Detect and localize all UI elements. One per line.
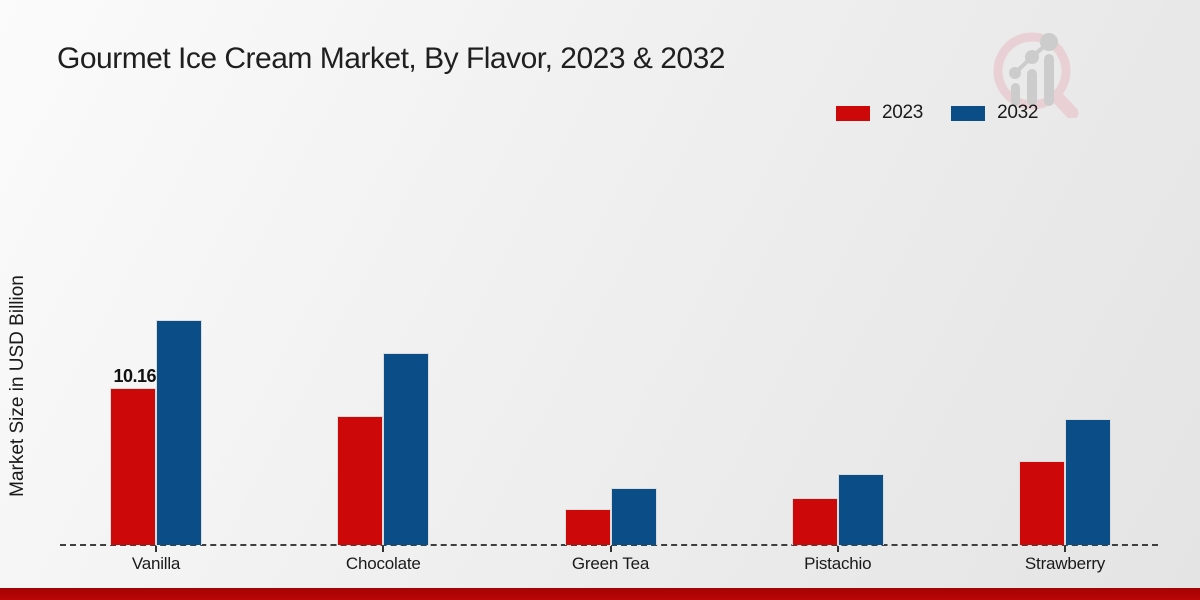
x-axis-tick-chocolate — [382, 546, 385, 552]
legend-item-2032: 2032 — [951, 102, 1038, 124]
x-axis-tick-green-tea — [609, 546, 612, 552]
bar-2023-green-tea — [564, 509, 611, 545]
chart-title: Gourmet Ice Cream Market, By Flavor, 202… — [57, 42, 725, 75]
bar-2032-vanilla — [156, 320, 202, 545]
x-axis-label-pistachio: Pistachio — [804, 554, 872, 573]
legend-label-2032: 2032 — [997, 102, 1039, 123]
legend-item-2023: 2023 — [836, 102, 923, 124]
bar-2023-chocolate — [337, 416, 384, 545]
legend-label-2023: 2023 — [882, 102, 924, 123]
x-axis-baseline — [60, 544, 1158, 546]
x-axis-label-vanilla: Vanilla — [131, 554, 181, 573]
bar-2023-vanilla — [110, 388, 156, 545]
bar-2032-green-tea — [610, 488, 657, 545]
legend-swatch-2032 — [951, 105, 986, 121]
bar-value-label-vanilla-2023: 10.16 — [113, 366, 156, 386]
x-axis-tick-vanilla — [155, 546, 157, 552]
x-axis-label-green-tea: Green Tea — [571, 554, 650, 573]
magnifier-bar-chart-logo-icon — [993, 32, 1079, 118]
bar-2023-pistachio — [791, 498, 838, 545]
bar-2032-pistachio — [837, 474, 884, 545]
x-axis-label-chocolate: Chocolate — [345, 554, 421, 573]
bar-2032-strawberry — [1065, 419, 1111, 545]
bar-2032-chocolate — [383, 353, 430, 545]
bar-2023-strawberry — [1019, 461, 1065, 545]
legend: 2023 2032 — [836, 102, 1038, 124]
x-axis-tick-strawberry — [1064, 546, 1066, 552]
footer-red-strip — [0, 588, 1200, 600]
x-axis-tick-pistachio — [836, 546, 839, 552]
x-axis-label-strawberry: Strawberry — [1024, 554, 1106, 573]
legend-swatch-2023 — [836, 105, 870, 121]
